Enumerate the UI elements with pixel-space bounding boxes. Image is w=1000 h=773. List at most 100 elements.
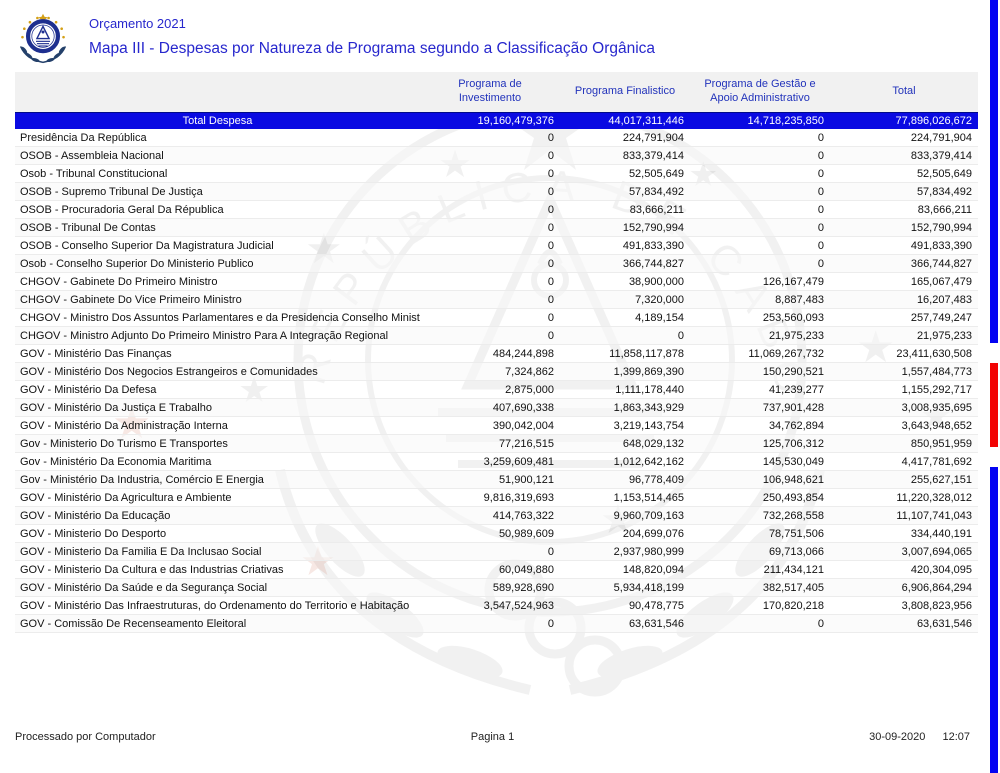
row-value: 0 xyxy=(547,167,554,180)
row-value: 0 xyxy=(817,617,824,630)
row-value: 366,744,827 xyxy=(622,257,684,270)
row-value: 0 xyxy=(547,545,554,558)
row-value: 732,268,558 xyxy=(762,509,824,522)
row-value: 38,900,000 xyxy=(628,275,684,288)
table-row: Osob - Conselho Superior Do Ministerio P… xyxy=(15,255,978,273)
row-value: 0 xyxy=(547,329,554,342)
row-value: 150,290,521 xyxy=(762,365,824,378)
row-name: GOV - Ministério Dos Negocios Estrangeir… xyxy=(20,365,318,378)
table-row: OSOB - Supremo Tribunal De Justiça 0 57,… xyxy=(15,183,978,201)
column-header-total: Total xyxy=(892,85,916,98)
row-value: 96,778,409 xyxy=(628,473,684,486)
table-row: OSOB - Procuradoria Geral Da Républica 0… xyxy=(15,201,978,219)
row-value: 7,320,000 xyxy=(635,293,684,306)
row-value: 250,493,854 xyxy=(762,491,824,504)
row-value: 833,379,414 xyxy=(622,149,684,162)
row-value: 170,820,218 xyxy=(762,599,824,612)
table-header-row: Programa de Investimento Programa Finali… xyxy=(15,72,978,112)
row-value: 83,666,211 xyxy=(917,203,972,216)
total-row-value: 44,017,311,446 xyxy=(608,115,684,127)
table-row: GOV - Ministerio Da Familia E Da Inclusa… xyxy=(15,543,978,561)
row-value: 0 xyxy=(547,275,554,288)
table-row: CHGOV - Gabinete Do Primeiro Ministro 0 … xyxy=(15,273,978,291)
row-name: GOV - Ministerio Da Familia E Da Inclusa… xyxy=(20,545,262,558)
row-name: OSOB - Tribunal De Contas xyxy=(20,221,156,234)
row-value: 0 xyxy=(547,131,554,144)
row-value: 7,324,862 xyxy=(505,365,554,378)
row-value: 850,951,959 xyxy=(910,437,972,450)
row-value: 152,790,994 xyxy=(910,221,972,234)
table-body: Presidência Da República 0 224,791,904 0… xyxy=(15,129,978,633)
row-value: 3,643,948,652 xyxy=(901,419,972,432)
row-value: 0 xyxy=(547,203,554,216)
row-value: 11,107,741,043 xyxy=(896,509,972,522)
total-row-value: 19,160,479,376 xyxy=(477,115,554,127)
row-value: 0 xyxy=(547,221,554,234)
row-value: 1,155,292,717 xyxy=(901,383,972,396)
row-value: 4,189,154 xyxy=(635,311,684,324)
row-name: GOV - Ministério Da Administração Intern… xyxy=(20,419,228,432)
row-value: 90,478,775 xyxy=(628,599,684,612)
row-value: 57,834,492 xyxy=(628,185,684,198)
row-value: 382,517,405 xyxy=(762,581,824,594)
row-value: 63,631,546 xyxy=(628,617,684,630)
total-row-label: Total Despesa xyxy=(182,115,253,127)
row-name: OSOB - Procuradoria Geral Da Républica xyxy=(20,203,224,216)
row-value: 648,029,132 xyxy=(622,437,684,450)
row-value: 152,790,994 xyxy=(622,221,684,234)
row-value: 224,791,904 xyxy=(910,131,972,144)
row-name: Gov - Ministério Da Industria, Comércio … xyxy=(20,473,264,486)
row-value: 737,901,428 xyxy=(762,401,824,414)
row-value: 3,007,694,065 xyxy=(901,545,972,558)
row-value: 0 xyxy=(547,239,554,252)
row-name: GOV - Ministério Das Finanças xyxy=(20,347,172,360)
footer-datetime: 30-09-2020 12:07 xyxy=(855,731,970,743)
table-row: GOV - Ministério Das Finanças 484,244,89… xyxy=(15,345,978,363)
row-value: 41,239,277 xyxy=(768,383,824,396)
row-value: 11,220,328,012 xyxy=(896,491,972,504)
row-value: 63,631,546 xyxy=(916,617,972,630)
table-row: Gov - Ministério Da Economia Maritima 3,… xyxy=(15,453,978,471)
column-header-programa-finalistico: Programa Finalistico xyxy=(574,85,676,98)
row-value: 148,820,094 xyxy=(622,563,684,576)
page-title: Mapa III - Despesas por Natureza de Prog… xyxy=(89,40,656,57)
row-value: 125,706,312 xyxy=(762,437,824,450)
row-value: 833,379,414 xyxy=(910,149,972,162)
table-row: GOV - Ministério Dos Negocios Estrangeir… xyxy=(15,363,978,381)
row-name: OSOB - Conselho Superior Da Magistratura… xyxy=(20,239,274,252)
doc-subtitle: Orçamento 2021 xyxy=(89,16,186,31)
row-value: 23,411,630,508 xyxy=(896,347,972,360)
row-value: 77,216,515 xyxy=(498,437,554,450)
row-value: 4,417,781,692 xyxy=(901,455,972,468)
right-edge-bar-blue-bottom xyxy=(990,467,998,773)
table-row: CHGOV - Ministro Dos Assuntos Parlamenta… xyxy=(15,309,978,327)
table-row: CHGOV - Gabinete Do Vice Primeiro Minist… xyxy=(15,291,978,309)
row-name: CHGOV - Ministro Adjunto Do Primeiro Min… xyxy=(20,329,389,342)
row-value: 491,833,390 xyxy=(622,239,684,252)
row-value: 0 xyxy=(547,149,554,162)
column-header-programa-investimento: Programa de Investimento xyxy=(458,78,522,104)
table-row: GOV - Ministério Das Infraestruturas, do… xyxy=(15,597,978,615)
row-value: 3,008,935,695 xyxy=(901,401,972,414)
table-row: GOV - Ministério Da Defesa 2,875,000 1,1… xyxy=(15,381,978,399)
footer-date: 30-09-2020 xyxy=(869,731,926,743)
row-name: GOV - Ministério Da Agricultura e Ambien… xyxy=(20,491,232,504)
row-value: 78,751,506 xyxy=(768,527,824,540)
row-name: GOV - Ministério Da Justiça E Trabalho xyxy=(20,401,212,414)
row-name: CHGOV - Gabinete Do Vice Primeiro Minist… xyxy=(20,293,242,306)
row-name: GOV - Ministério Da Educação xyxy=(20,509,171,522)
row-value: 1,153,514,465 xyxy=(613,491,684,504)
row-value: 253,560,093 xyxy=(762,311,824,324)
row-value: 165,067,479 xyxy=(910,275,972,288)
row-value: 1,012,642,162 xyxy=(613,455,684,468)
row-name: GOV - Ministério Da Defesa xyxy=(20,383,157,396)
row-value: 0 xyxy=(547,617,554,630)
row-name: GOV - Ministério Da Saúde e da Segurança… xyxy=(20,581,268,594)
row-value: 9,816,319,693 xyxy=(483,491,554,504)
row-value: 0 xyxy=(817,221,824,234)
row-name: Gov - Ministério Da Economia Maritima xyxy=(20,455,212,468)
row-value: 491,833,390 xyxy=(910,239,972,252)
row-value: 60,049,880 xyxy=(498,563,554,576)
table-row: GOV - Comissão De Recenseamento Eleitora… xyxy=(15,615,978,633)
